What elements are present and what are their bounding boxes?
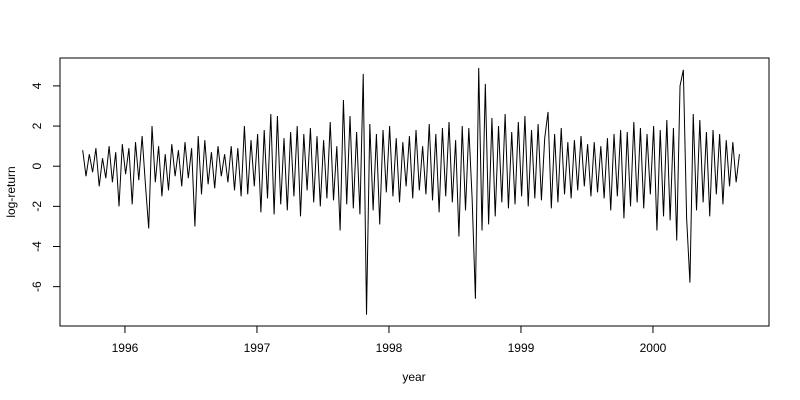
y-tick-label: 4 [30, 82, 44, 89]
y-axis-label: log-return [4, 166, 18, 217]
x-tick-label: 2000 [640, 341, 667, 355]
y-tick-label: 2 [30, 122, 44, 129]
x-tick-label: 1998 [376, 341, 403, 355]
x-tick-label: 1997 [244, 341, 271, 355]
y-tick-label: 0 [30, 163, 44, 170]
x-tick-label: 1999 [508, 341, 535, 355]
y-tick-label: -2 [30, 201, 44, 212]
x-tick-label: 1996 [112, 341, 139, 355]
y-tick-label: -4 [30, 241, 44, 252]
series-line [82, 67, 740, 315]
x-axis-label: year [402, 370, 425, 384]
y-tick-label: -6 [30, 281, 44, 292]
plot-frame [59, 57, 770, 327]
